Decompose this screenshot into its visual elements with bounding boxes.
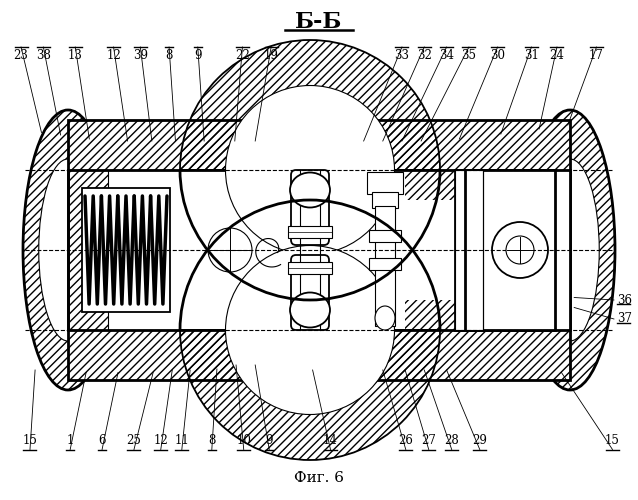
Text: 14: 14 [323, 434, 338, 448]
Text: 13: 13 [68, 49, 83, 62]
Text: 34: 34 [439, 49, 454, 62]
Bar [405, 170, 545, 330]
Circle shape [492, 222, 548, 278]
Text: 11: 11 [174, 434, 189, 448]
Ellipse shape [39, 159, 97, 341]
Bar [68, 330, 570, 380]
Text: 25: 25 [126, 434, 142, 448]
Circle shape [208, 228, 252, 272]
Text: 19: 19 [263, 49, 279, 62]
Text: 31: 31 [524, 49, 539, 62]
Text: 24: 24 [549, 49, 565, 62]
FancyBboxPatch shape [291, 170, 329, 245]
Text: 9: 9 [265, 434, 273, 448]
Text: 33: 33 [394, 49, 410, 62]
Circle shape [225, 86, 394, 254]
Text: 9: 9 [194, 49, 202, 62]
Text: 12: 12 [106, 49, 121, 62]
Bar [68, 170, 570, 330]
Text: 36: 36 [617, 294, 632, 306]
Text: 35: 35 [461, 49, 477, 62]
Bar [405, 200, 505, 300]
Ellipse shape [23, 110, 113, 390]
Bar [82, 188, 170, 312]
Text: 30: 30 [490, 49, 505, 62]
Bar [108, 170, 570, 330]
Bar [367, 172, 403, 194]
Circle shape [225, 246, 394, 414]
Ellipse shape [541, 159, 599, 341]
Ellipse shape [375, 306, 395, 330]
Text: 12: 12 [153, 434, 168, 448]
Text: Б-Б: Б-Б [295, 11, 343, 33]
Bar [455, 170, 555, 330]
Bar [68, 120, 570, 170]
Text: 8: 8 [165, 49, 173, 62]
Ellipse shape [525, 110, 615, 390]
Bar [375, 206, 395, 326]
Text: 15: 15 [605, 434, 620, 448]
FancyBboxPatch shape [291, 255, 329, 330]
Text: 10: 10 [236, 434, 251, 448]
Bar [369, 258, 401, 270]
Text: 28: 28 [444, 434, 459, 448]
Text: 22: 22 [235, 49, 250, 62]
Bar [288, 226, 332, 238]
Text: 6: 6 [98, 434, 106, 448]
Bar [68, 120, 570, 380]
Text: 23: 23 [13, 49, 29, 62]
Circle shape [506, 236, 534, 264]
Text: 29: 29 [472, 434, 487, 448]
Text: 15: 15 [22, 434, 38, 448]
Bar [372, 192, 398, 208]
Text: 17: 17 [589, 49, 604, 62]
Text: 37: 37 [617, 312, 632, 326]
Text: 39: 39 [133, 49, 148, 62]
Text: 32: 32 [417, 49, 432, 62]
Text: 27: 27 [421, 434, 436, 448]
Bar [68, 170, 108, 330]
Bar [288, 262, 332, 274]
Ellipse shape [290, 292, 330, 328]
Text: Фиг. 6: Фиг. 6 [294, 471, 344, 485]
Text: 26: 26 [398, 434, 413, 448]
Ellipse shape [290, 172, 330, 208]
Bar [369, 230, 401, 242]
Text: 1: 1 [66, 434, 74, 448]
Text: 8: 8 [208, 434, 216, 448]
Text: 38: 38 [36, 49, 51, 62]
Bar [455, 170, 483, 330]
